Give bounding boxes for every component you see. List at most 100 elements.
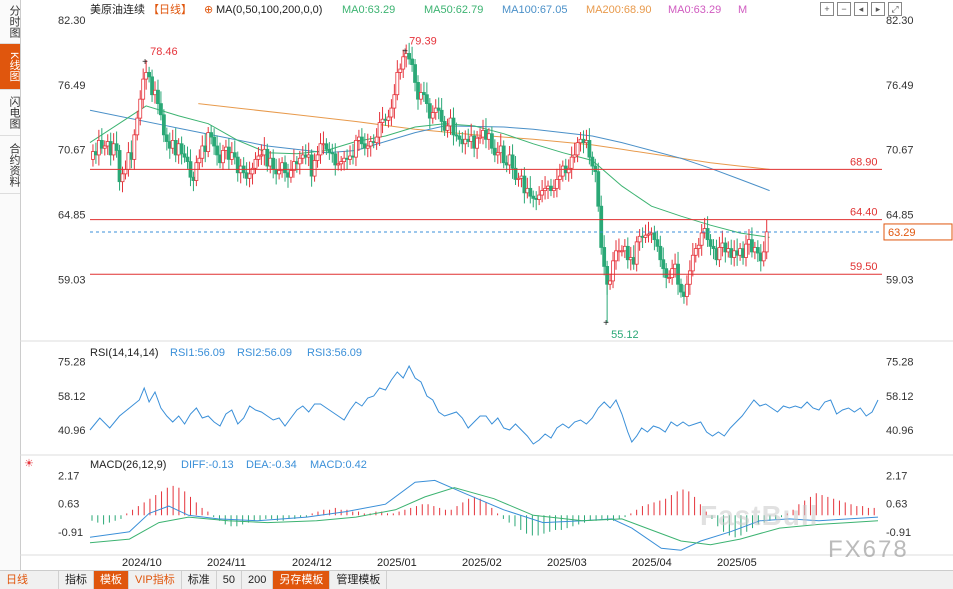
candle-body	[637, 235, 642, 243]
candle-body	[593, 165, 598, 173]
rsi-y-tick-left: 75.28	[58, 356, 86, 368]
ma200-value: MA200:68.90	[586, 4, 651, 16]
candle-body	[348, 155, 352, 160]
candle-body	[596, 171, 601, 207]
template-button[interactable]: 模板	[94, 571, 129, 589]
candle-body	[209, 132, 214, 138]
tab-intraday[interactable]: 分时图	[0, 0, 20, 44]
candle-body	[99, 140, 104, 149]
vip-indicator-button[interactable]: VIP指标	[129, 571, 182, 589]
macd-label: MACD(26,12,9)	[90, 459, 166, 471]
macd-dea-line	[89, 487, 879, 546]
candle-body	[587, 140, 592, 158]
candle-body	[640, 235, 645, 238]
candle-body	[250, 167, 255, 175]
candle-body	[696, 244, 701, 249]
tab-contract-info[interactable]: 合约资料	[0, 136, 20, 194]
candle-body	[546, 185, 550, 189]
candle-body	[472, 135, 477, 149]
period-selector[interactable]: 日线	[0, 571, 59, 589]
candle-body	[708, 239, 713, 247]
candle-body	[333, 153, 338, 166]
zoom-out-icon[interactable]: −	[837, 2, 851, 16]
move-right-icon[interactable]: ▸	[871, 2, 885, 16]
ma0b-value: MA0:63.29	[668, 4, 721, 16]
candle-body	[303, 154, 308, 158]
zoom-in-icon[interactable]: +	[820, 2, 834, 16]
fullscreen-icon[interactable]: ⤢	[888, 2, 902, 16]
x-tick-label: 2025/04	[632, 557, 672, 569]
tab-flash[interactable]: 闪电图	[0, 90, 20, 136]
candle-body	[224, 146, 228, 151]
macd-y-tick-left: -0.91	[58, 527, 83, 539]
candle-body	[478, 136, 482, 139]
y-tick-right: 59.03	[886, 274, 914, 286]
candle-body	[634, 241, 639, 265]
candle-body	[283, 162, 287, 174]
candle-body	[451, 117, 456, 136]
candle-body	[339, 161, 344, 165]
candle-body	[173, 140, 178, 156]
candle-body	[253, 158, 258, 169]
candle-body	[519, 175, 524, 179]
tab-kline[interactable]: K线图	[0, 44, 20, 90]
macd-y-tick-right: -0.91	[886, 527, 911, 539]
candle-body	[312, 160, 317, 177]
candle-body	[557, 175, 562, 180]
candle-body	[720, 242, 725, 248]
period-tag[interactable]: 【日线】	[148, 2, 192, 16]
candle-body	[682, 291, 686, 297]
annotation-marker-1: +	[142, 57, 148, 68]
candle-body	[182, 153, 187, 158]
candle-body	[466, 138, 471, 142]
candle-body	[309, 154, 314, 177]
candle-body	[442, 121, 447, 131]
candle-body	[525, 187, 530, 194]
main-header: 美原油连续 【日线】 ⊕ MA(0,50,100,200,0,0) MA0:63…	[90, 2, 747, 16]
ma50-value: MA50:62.79	[424, 4, 483, 16]
manage-template-button[interactable]: 管理模板	[330, 571, 388, 589]
candle-body	[215, 145, 219, 156]
chart-area[interactable]: 美原油连续 【日线】 ⊕ MA(0,50,100,200,0,0) MA0:63…	[20, 0, 953, 570]
candle-body	[351, 155, 355, 158]
candle-body	[643, 234, 648, 238]
candle-body	[291, 161, 296, 171]
candle-body	[156, 89, 160, 105]
candle-body	[424, 94, 429, 105]
move-left-icon[interactable]: ◂	[854, 2, 868, 16]
x-tick-label: 2024/12	[292, 557, 332, 569]
candle-body	[368, 141, 373, 147]
ma200-button[interactable]: 200	[242, 571, 274, 589]
candle-body	[649, 232, 654, 235]
candle-body	[481, 129, 485, 138]
candle-body	[212, 136, 217, 147]
ma-params: MA(0,50,100,200,0,0)	[216, 4, 322, 16]
candle-body	[738, 248, 742, 256]
candle-body	[747, 239, 751, 245]
candle-body	[226, 146, 231, 160]
y-tick-left: 70.67	[58, 145, 86, 157]
candle-body	[197, 157, 202, 164]
candle-body	[560, 165, 565, 177]
ma50-button[interactable]: 50	[217, 571, 242, 589]
candle-body	[687, 270, 692, 285]
candle-body	[513, 167, 518, 180]
annotation-marker-2: +	[402, 46, 408, 57]
y-tick-right: 82.30	[886, 15, 914, 27]
candle-body	[191, 176, 196, 181]
candle-body	[150, 76, 154, 96]
toolbar: + − ◂ ▸ ⤢	[820, 2, 902, 16]
candle-body	[427, 103, 432, 119]
candle-body	[386, 116, 391, 121]
standard-button[interactable]: 标准	[182, 571, 217, 589]
settings-icon[interactable]: ⊕	[204, 4, 213, 16]
candle-body	[507, 154, 512, 166]
candle-body	[572, 154, 577, 158]
candle-body	[176, 143, 181, 156]
candle-body	[392, 94, 397, 109]
candle-body	[170, 140, 175, 149]
save-template-button[interactable]: 另存模板	[273, 571, 331, 589]
indicator-button[interactable]: 指标	[59, 571, 94, 589]
instrument-name: 美原油连续	[90, 2, 145, 16]
candle-body	[501, 145, 506, 164]
